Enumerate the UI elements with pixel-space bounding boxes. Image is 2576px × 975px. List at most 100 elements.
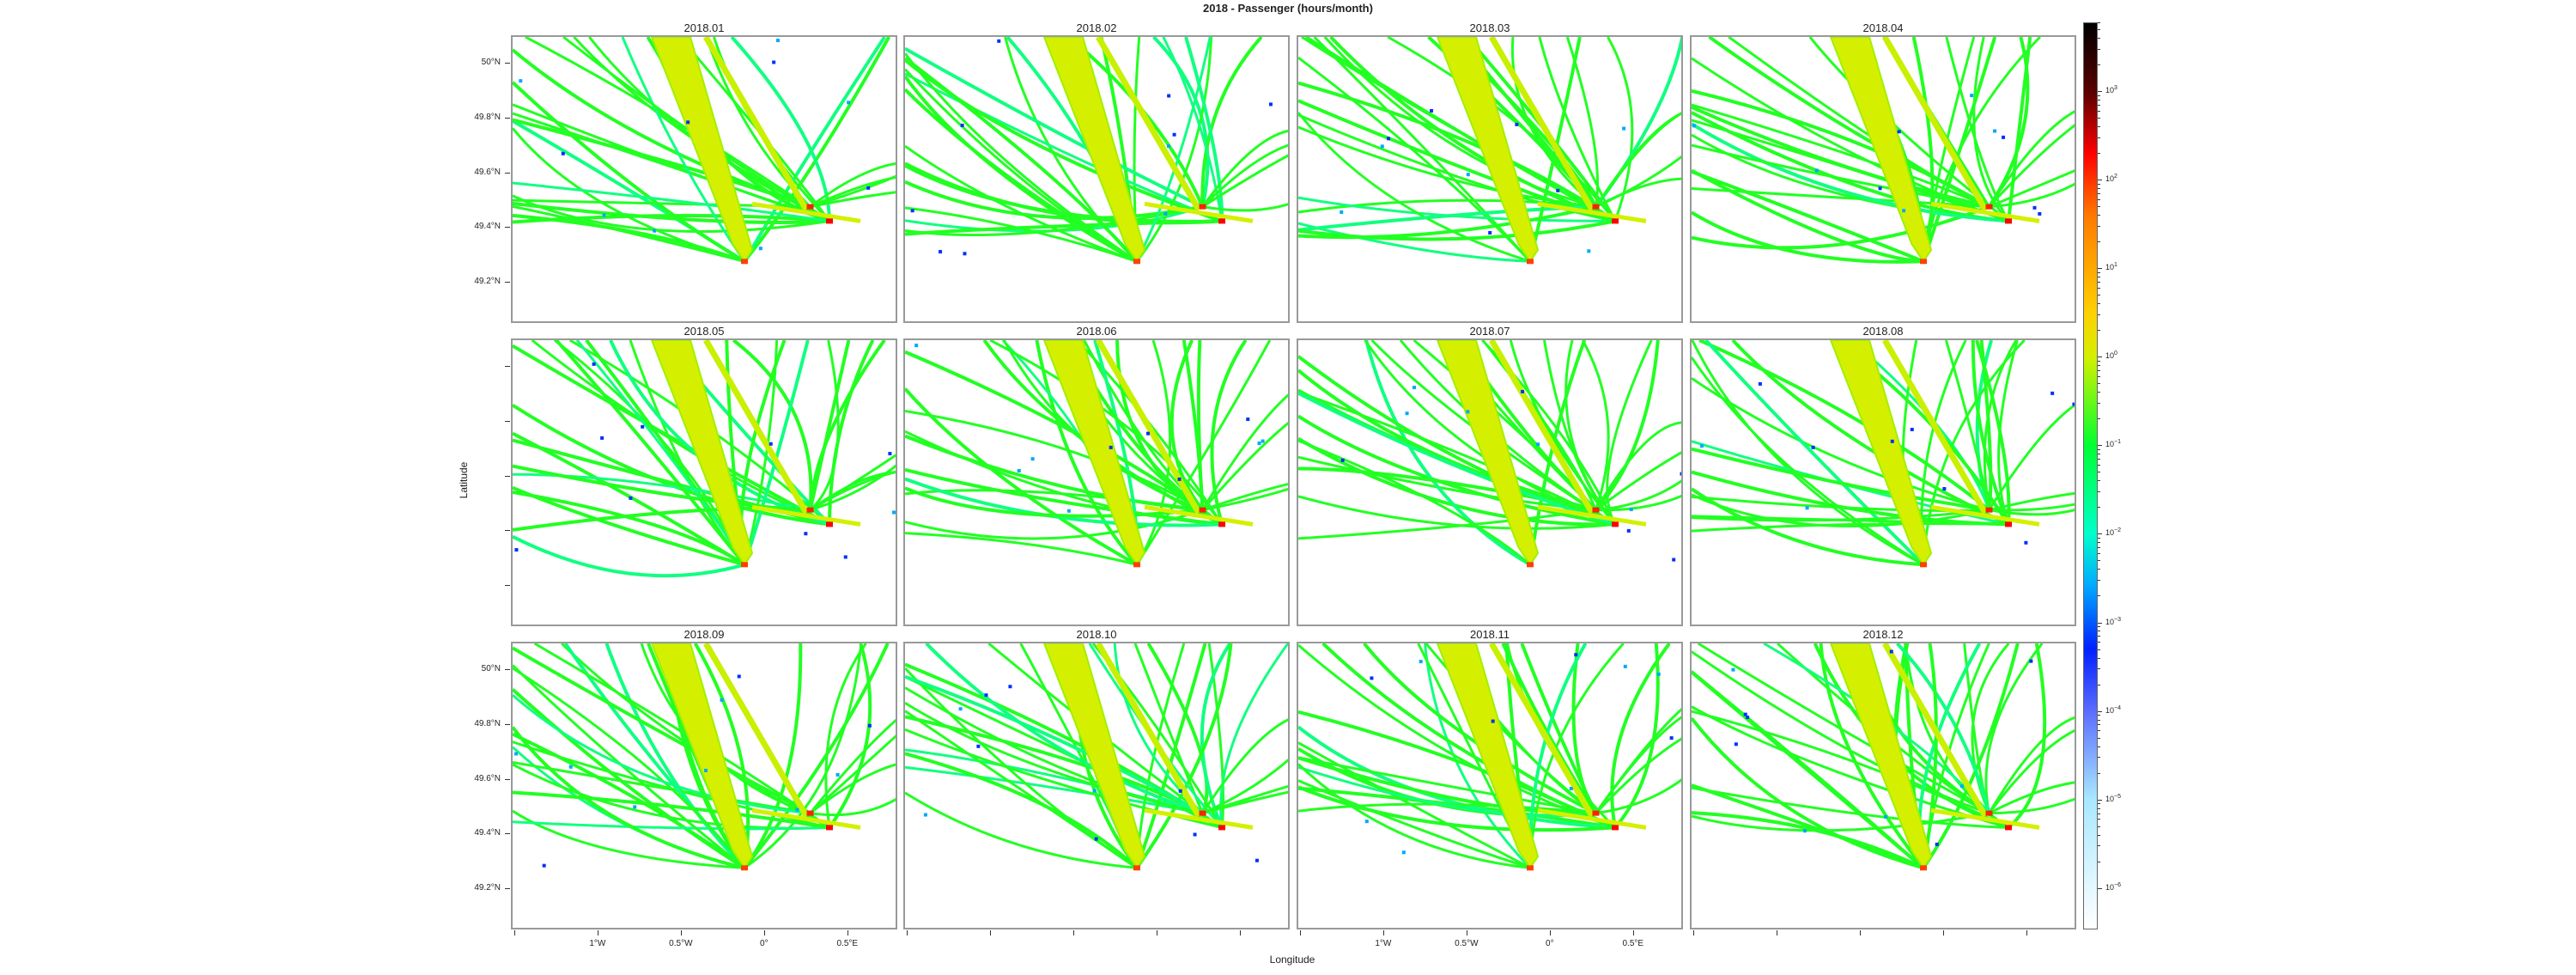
tick-base: 10 bbox=[2105, 351, 2115, 361]
density-map-2018.05 bbox=[511, 338, 897, 626]
low-density-cell bbox=[910, 209, 914, 213]
density-map-2018.04 bbox=[1690, 35, 2076, 323]
low-density-cell bbox=[1193, 832, 1197, 837]
vessel-track bbox=[905, 57, 1139, 263]
port-hotspot bbox=[826, 521, 833, 527]
low-density-cell bbox=[1167, 94, 1171, 98]
secondary-shipping-lane bbox=[702, 37, 810, 211]
low-density-cell bbox=[2072, 402, 2075, 406]
y-tick bbox=[505, 475, 510, 477]
low-density-cell bbox=[758, 247, 762, 251]
low-density-cell bbox=[976, 744, 981, 748]
x-tick bbox=[1299, 930, 1301, 935]
x-axis-title: Longitude bbox=[1269, 954, 1315, 966]
y-tick bbox=[505, 530, 510, 532]
tick-exponent: −6 bbox=[2114, 881, 2121, 888]
port-hotspot bbox=[2005, 218, 2012, 224]
vessel-track bbox=[1983, 340, 2018, 510]
density-map-2018.11 bbox=[1297, 642, 1683, 929]
vessel-track bbox=[1692, 169, 1924, 264]
port-hotspot bbox=[1133, 865, 1140, 871]
low-density-cell bbox=[1261, 439, 1265, 443]
vessel-track bbox=[905, 144, 1138, 263]
low-density-cell bbox=[843, 555, 848, 559]
vessel-track bbox=[1595, 112, 1681, 208]
low-density-cell bbox=[1622, 126, 1626, 131]
vessel-track bbox=[905, 486, 1203, 518]
low-density-cell bbox=[629, 496, 633, 500]
panel-title: 2018.10 bbox=[1076, 628, 1117, 641]
colorbar-minor-tick bbox=[2098, 538, 2100, 539]
low-density-cell bbox=[1109, 445, 1113, 449]
density-map-2018.07 bbox=[1297, 338, 1683, 626]
port-hotspot bbox=[806, 507, 814, 513]
low-density-cell bbox=[888, 452, 892, 456]
main-shipping-lane bbox=[1829, 643, 1933, 870]
low-density-cell bbox=[1257, 441, 1261, 445]
low-density-cell bbox=[653, 229, 657, 233]
vessel-track bbox=[1692, 168, 1924, 264]
vessel-track bbox=[1363, 643, 1597, 815]
port-hotspot bbox=[1920, 562, 1927, 568]
vessel-track bbox=[1989, 509, 2075, 516]
colorbar-minor-tick bbox=[2098, 361, 2100, 363]
vessel-track bbox=[1922, 643, 1938, 868]
low-density-cell bbox=[720, 698, 724, 702]
vessel-track bbox=[1692, 122, 2009, 223]
colorbar-minor-tick bbox=[2098, 459, 2100, 460]
colorbar bbox=[2083, 22, 2098, 929]
colorbar-tick bbox=[2098, 356, 2102, 358]
vessel-track bbox=[828, 643, 872, 829]
vessel-track bbox=[1610, 643, 1671, 828]
y-tick bbox=[505, 365, 510, 367]
vessel-track bbox=[1298, 204, 1596, 232]
port-hotspot bbox=[1218, 521, 1225, 527]
low-density-cell bbox=[914, 344, 919, 348]
port-approach-lane bbox=[1930, 504, 2040, 527]
vessel-track bbox=[1692, 340, 1924, 566]
tick-base: 10 bbox=[2105, 440, 2115, 449]
low-density-cell bbox=[1405, 411, 1409, 416]
vessel-track bbox=[1692, 204, 1990, 250]
low-density-cell bbox=[1177, 477, 1182, 481]
y-tick bbox=[505, 888, 510, 890]
vessel-track bbox=[1202, 203, 1288, 212]
colorbar-minor-tick bbox=[2098, 480, 2100, 482]
low-density-cell bbox=[1623, 664, 1627, 668]
vessel-track bbox=[1595, 451, 1681, 511]
low-density-cell bbox=[600, 436, 605, 440]
colorbar-minor-tick bbox=[2098, 626, 2100, 628]
colorbar-minor-tick bbox=[2098, 636, 2100, 637]
vessel-track bbox=[1298, 509, 1596, 540]
vessel-track bbox=[1595, 112, 1681, 208]
low-density-cell bbox=[568, 765, 573, 769]
vessel-track bbox=[744, 643, 863, 869]
vessel-track bbox=[905, 46, 1204, 209]
vessel-track bbox=[905, 52, 1138, 263]
low-density-cell bbox=[1466, 173, 1470, 177]
low-density-cell bbox=[514, 548, 519, 552]
y-tick-label: 49.2°N bbox=[474, 883, 501, 893]
vessel-track bbox=[1692, 57, 2009, 222]
low-density-cell bbox=[866, 186, 871, 190]
tick-base: 10 bbox=[2105, 882, 2115, 892]
colorbar-minor-tick bbox=[2098, 215, 2100, 216]
vessel-track bbox=[1692, 710, 2009, 829]
tick-exponent: 3 bbox=[2114, 85, 2117, 92]
vessel-track bbox=[513, 81, 746, 264]
colorbar-minor-tick bbox=[2098, 569, 2100, 570]
vessel-track bbox=[1298, 81, 1617, 223]
secondary-shipping-lane bbox=[1881, 37, 1989, 211]
colorbar-minor-tick bbox=[2098, 595, 2100, 597]
colorbar-minor-tick bbox=[2098, 226, 2100, 228]
main-shipping-lane bbox=[1042, 643, 1146, 870]
low-density-cell bbox=[1935, 842, 1939, 846]
low-density-cell bbox=[1734, 742, 1738, 746]
colorbar-minor-tick bbox=[2098, 153, 2100, 155]
vessel-track bbox=[905, 765, 1203, 815]
low-density-cell bbox=[960, 123, 964, 127]
vessel-track bbox=[1298, 219, 1616, 241]
low-density-cell bbox=[1889, 649, 1893, 654]
port-approach-lane bbox=[751, 201, 861, 223]
secondary-shipping-lane bbox=[702, 340, 810, 515]
